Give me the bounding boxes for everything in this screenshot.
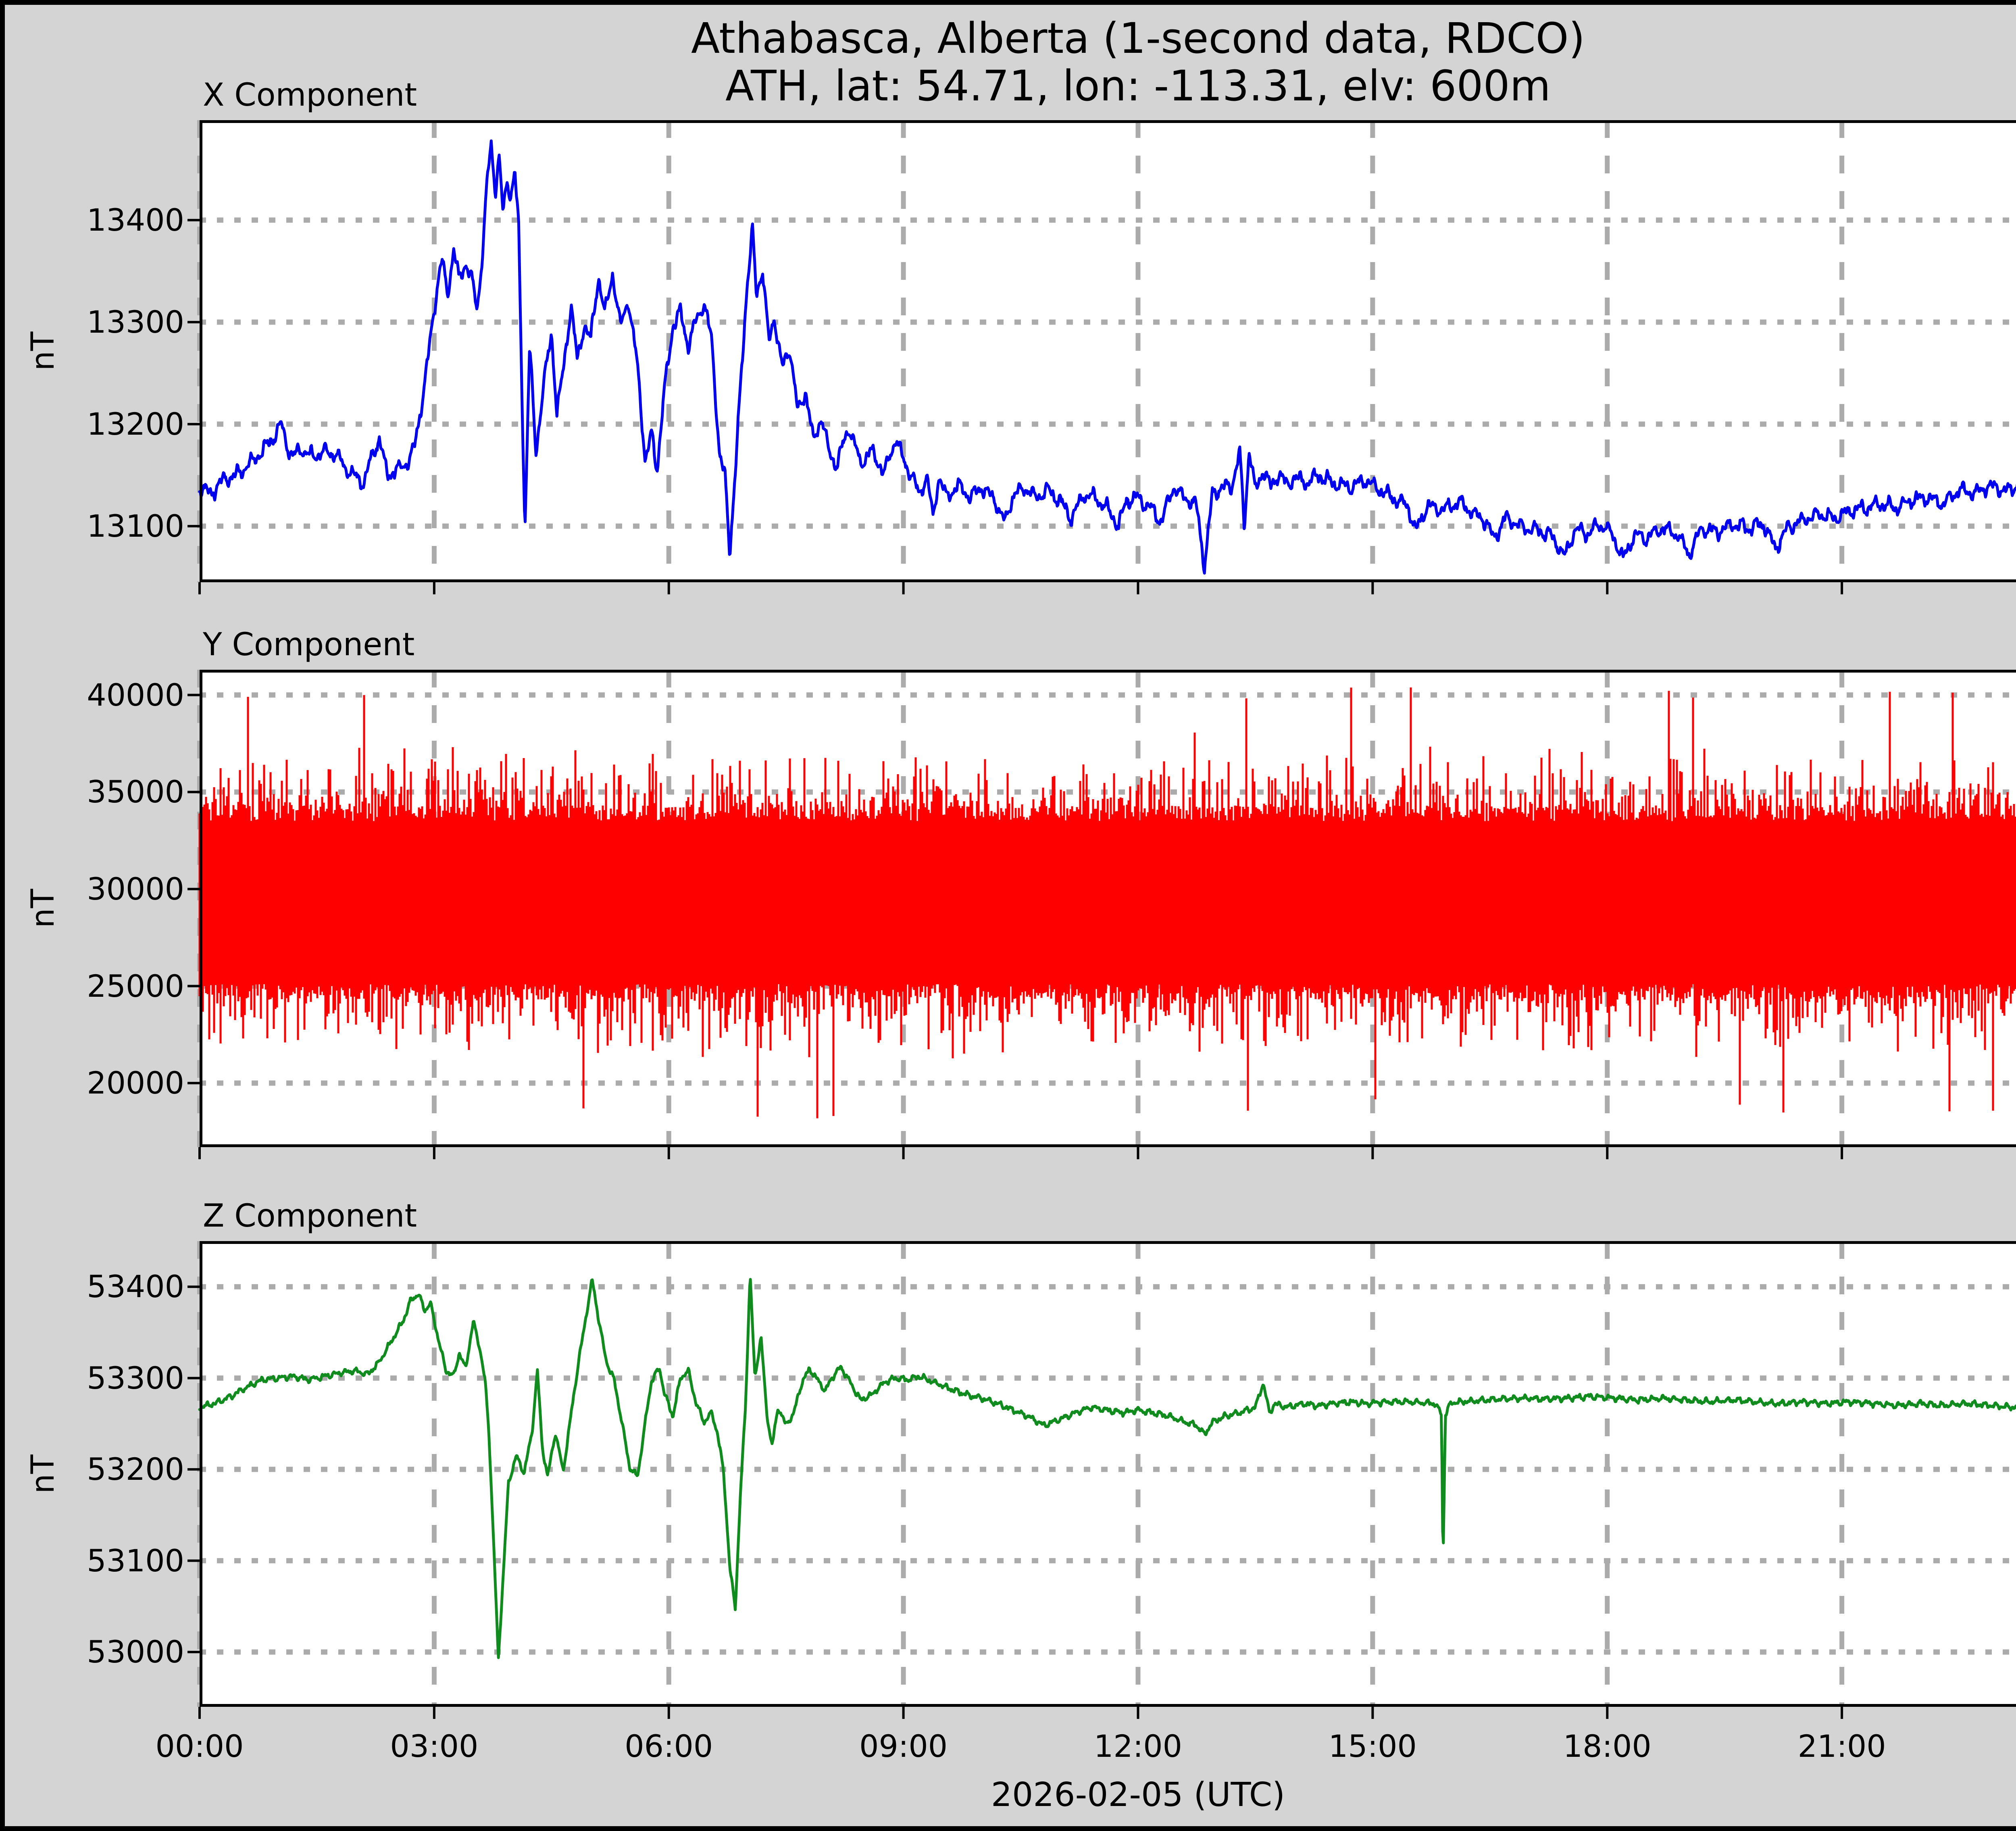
x-tick-label: 06:00 [625,1728,713,1764]
y-tick-label: 53100 [87,1542,184,1579]
x-axis-label: 2026-02-05 (UTC) [991,1776,1285,1814]
x-component-chart [187,120,2016,594]
subplot-title-x-component: X Component [203,77,417,113]
subplot-title-y-component: Y Component [203,627,415,663]
plot-area-z-component [187,1241,2016,1719]
y-tick-label: 25000 [87,968,184,1004]
y-tick-label: 20000 [87,1065,184,1101]
figure-title-line2: ATH, lat: 54.71, lon: -113.31, elv: 600m [725,61,1551,110]
y-component-chart [187,670,2016,1159]
x-tick-label: 15:00 [1328,1728,1417,1764]
x-tick-label: 18:00 [1563,1728,1652,1764]
x-tick-label: 03:00 [390,1728,479,1764]
figure-title-line1: Athabasca, Alberta (1-second data, RDCO) [691,14,1585,63]
y-tick-label: 13100 [87,508,184,544]
plot-area-x-component [187,120,2016,594]
y-tick-label: 53300 [87,1360,184,1396]
plot-area-y-component [187,670,2016,1159]
x-tick-label: 21:00 [1797,1728,1886,1764]
y-tick-label: 13400 [87,202,184,238]
y-tick-label: 13200 [87,406,184,442]
y-tick-label: 40000 [87,677,184,713]
y-tick-label: 35000 [87,774,184,810]
y-tick-label: 53400 [87,1269,184,1305]
y-tick-label: 53000 [87,1634,184,1670]
y-tick-label: 30000 [87,871,184,907]
figure-title: Athabasca, Alberta (1-second data, RDCO)… [200,15,2016,110]
x-tick-label: 12:00 [1093,1728,1183,1764]
y-tick-label: 53200 [87,1451,184,1487]
x-tick-label: 09:00 [859,1728,948,1764]
z-component-chart [187,1241,2016,1719]
subplot-title-z-component: Z Component [203,1198,417,1234]
x-tick-label: 00:00 [155,1728,244,1764]
y-tick-label: 13300 [87,304,184,340]
